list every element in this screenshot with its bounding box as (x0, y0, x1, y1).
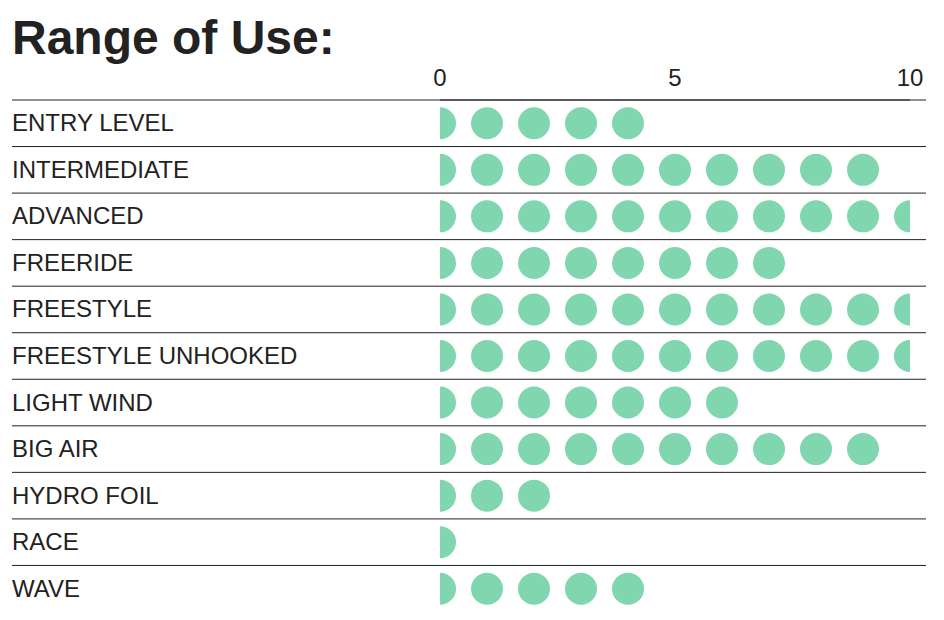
svg-text:HYDRO FOIL: HYDRO FOIL (12, 482, 159, 509)
svg-text:WAVE: WAVE (12, 575, 80, 602)
svg-text:LIGHT WIND: LIGHT WIND (12, 389, 153, 416)
svg-text:5: 5 (668, 64, 681, 91)
svg-text:FREERIDE: FREERIDE (12, 249, 133, 276)
svg-text:RACE: RACE (12, 528, 79, 555)
svg-text:INTERMEDIATE: INTERMEDIATE (12, 156, 189, 183)
svg-text:0: 0 (433, 64, 446, 91)
svg-text:ADVANCED: ADVANCED (12, 202, 144, 229)
html-text:Range of Use:: Range of Use: (12, 11, 335, 64)
svg-text:10: 10 (897, 64, 924, 91)
svg-text:FREESTYLE UNHOOKED: FREESTYLE UNHOOKED (12, 342, 297, 369)
svg-text:FREESTYLE: FREESTYLE (12, 295, 152, 322)
svg-text:ENTRY LEVEL: ENTRY LEVEL (12, 109, 174, 136)
svg-text:BIG AIR: BIG AIR (12, 435, 99, 462)
